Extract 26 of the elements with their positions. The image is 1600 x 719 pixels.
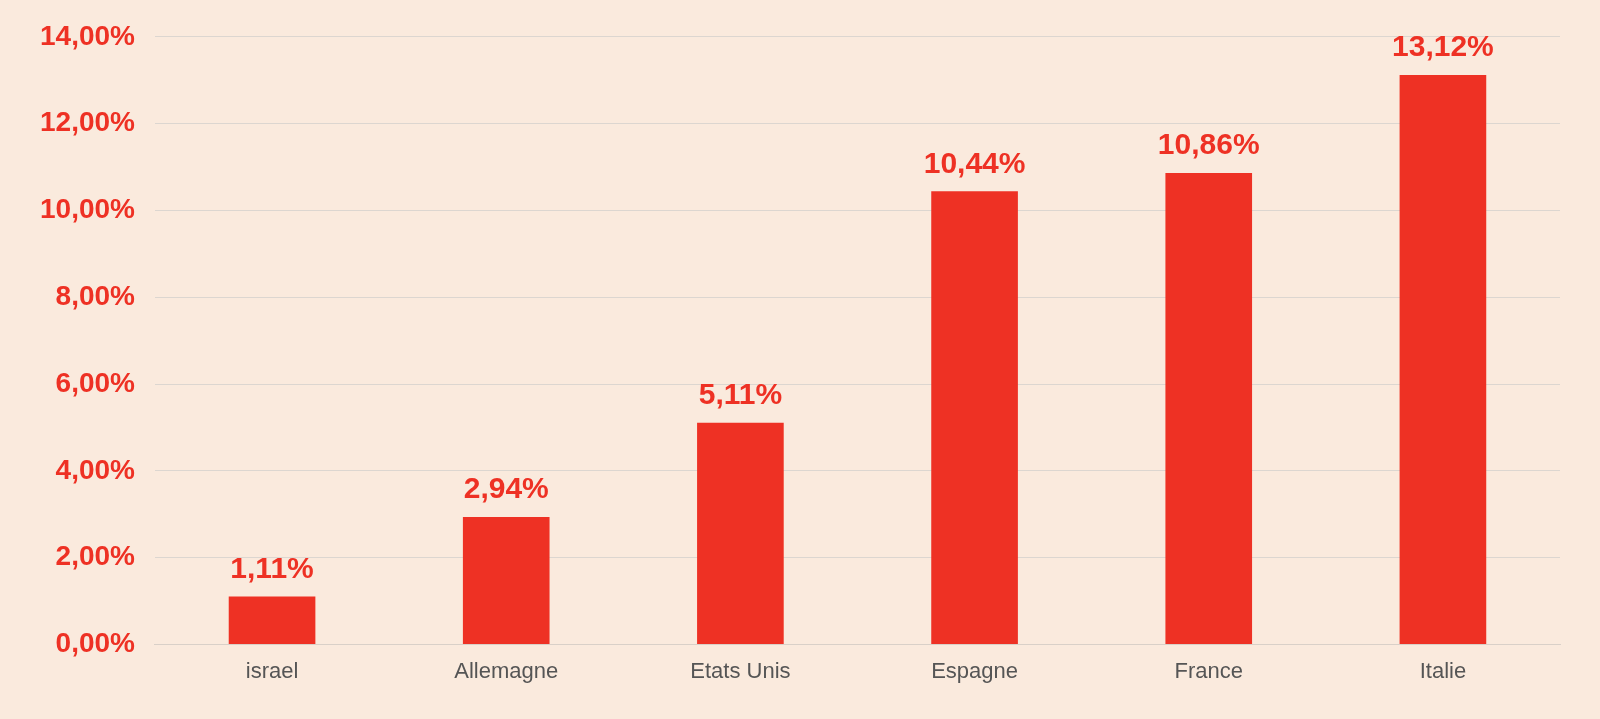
data-label: 10,44%	[923, 145, 1026, 179]
y-tick-label: 0,00%	[55, 627, 136, 659]
data-label: 13,12%	[1392, 29, 1494, 63]
x-tick-label: Italie	[1419, 657, 1467, 683]
x-tick-label: France	[1174, 657, 1243, 683]
bar	[228, 596, 316, 645]
x-tick-label: israel	[245, 657, 299, 683]
bar	[1399, 75, 1487, 645]
y-tick-label: 6,00%	[55, 366, 136, 398]
x-tick-label: Espagne	[931, 657, 1018, 683]
y-tick-label: 4,00%	[55, 453, 136, 485]
bar	[697, 422, 784, 645]
bar	[1165, 173, 1253, 645]
data-label: 2,94%	[463, 471, 549, 505]
y-tick-label: 12,00%	[40, 106, 136, 138]
bar	[931, 191, 1018, 645]
data-label: 1,11%	[230, 550, 314, 584]
y-tick-label: 8,00%	[55, 280, 136, 311]
bar	[462, 516, 550, 645]
x-tick-label: Allemagne	[454, 657, 559, 683]
y-tick-label: 2,00%	[55, 540, 136, 572]
data-label: 10,86%	[1157, 127, 1260, 161]
y-tick-label: 14,00%	[40, 19, 136, 51]
x-tick-label: Etats Unis	[690, 657, 791, 683]
y-tick-label: 10,00%	[40, 193, 136, 225]
data-label: 5,11%	[698, 377, 783, 411]
